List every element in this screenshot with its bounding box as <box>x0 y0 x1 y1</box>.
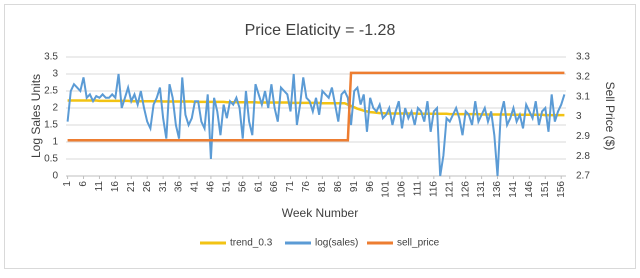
y-tick-label: 3.5 <box>44 52 58 63</box>
y2-tick-label: 3 <box>576 111 582 122</box>
y2-tick-label: 2.9 <box>576 131 590 142</box>
x-tick-label: 116 <box>428 181 439 197</box>
y2-axis-title: Sell Price ($) <box>603 82 617 151</box>
x-tick-label: 131 <box>476 181 487 198</box>
x-axis-title: Week Number <box>282 206 358 220</box>
y-tick-label: 1 <box>52 137 58 148</box>
x-tick-label: 121 <box>444 181 455 198</box>
y2-tick-label: 2.7 <box>576 171 590 182</box>
x-tick-label: 56 <box>237 181 248 193</box>
y2-tick-label: 3.1 <box>576 91 590 102</box>
x-tick-label: 76 <box>301 181 312 193</box>
legend-label: trend_0.3 <box>230 238 273 249</box>
x-tick-label: 111 <box>413 181 424 197</box>
y-tick-label: 1.5 <box>44 120 58 131</box>
legend-label: log(sales) <box>315 238 358 249</box>
x-tick-label: 51 <box>221 181 232 193</box>
x-tick-label: 146 <box>524 181 535 198</box>
x-tick-label: 151 <box>540 181 551 198</box>
y2-tick-label: 2.8 <box>576 151 590 162</box>
x-tick-label: 16 <box>110 181 121 193</box>
y-tick-label: 2 <box>52 103 58 114</box>
x-tick-label: 31 <box>158 181 169 193</box>
x-tick-label: 106 <box>397 181 408 198</box>
y-tick-label: 0 <box>52 171 58 182</box>
x-tick-label: 61 <box>253 181 264 193</box>
x-tick-label: 21 <box>126 181 137 193</box>
x-tick-label: 71 <box>285 181 296 193</box>
y2-tick-label: 3.2 <box>576 71 590 82</box>
y-tick-label: 3 <box>52 69 58 80</box>
x-tick-label: 96 <box>365 181 376 193</box>
y-tick-label: 0.5 <box>44 154 58 165</box>
x-tick-label: 41 <box>190 181 201 193</box>
chart-title: Price Elaticity = -1.28 <box>245 22 396 39</box>
x-tick-label: 126 <box>460 181 471 198</box>
x-tick-label: 136 <box>492 181 503 198</box>
x-tick-label: 66 <box>269 181 280 193</box>
series-line <box>67 71 565 142</box>
legend-label: sell_price <box>397 238 440 249</box>
x-tick-label: 91 <box>349 181 360 193</box>
series-line <box>66 73 566 177</box>
x-tick-label: 1 <box>62 181 73 187</box>
x-tick-label: 46 <box>206 181 217 193</box>
x-tick-label: 156 <box>556 181 567 198</box>
y-axis-title: Log Sales Units <box>29 74 43 158</box>
chart-border <box>4 4 636 269</box>
x-tick-label: 26 <box>142 181 153 193</box>
x-tick-label: 6 <box>78 181 89 187</box>
y2-tick-label: 3.3 <box>576 52 590 63</box>
x-tick-label: 101 <box>381 181 392 198</box>
x-tick-label: 141 <box>508 181 519 198</box>
x-tick-label: 11 <box>94 181 105 192</box>
x-tick-label: 81 <box>317 181 328 193</box>
x-tick-label: 86 <box>333 181 344 193</box>
y-tick-label: 2.5 <box>44 86 58 97</box>
x-tick-label: 36 <box>174 181 185 193</box>
